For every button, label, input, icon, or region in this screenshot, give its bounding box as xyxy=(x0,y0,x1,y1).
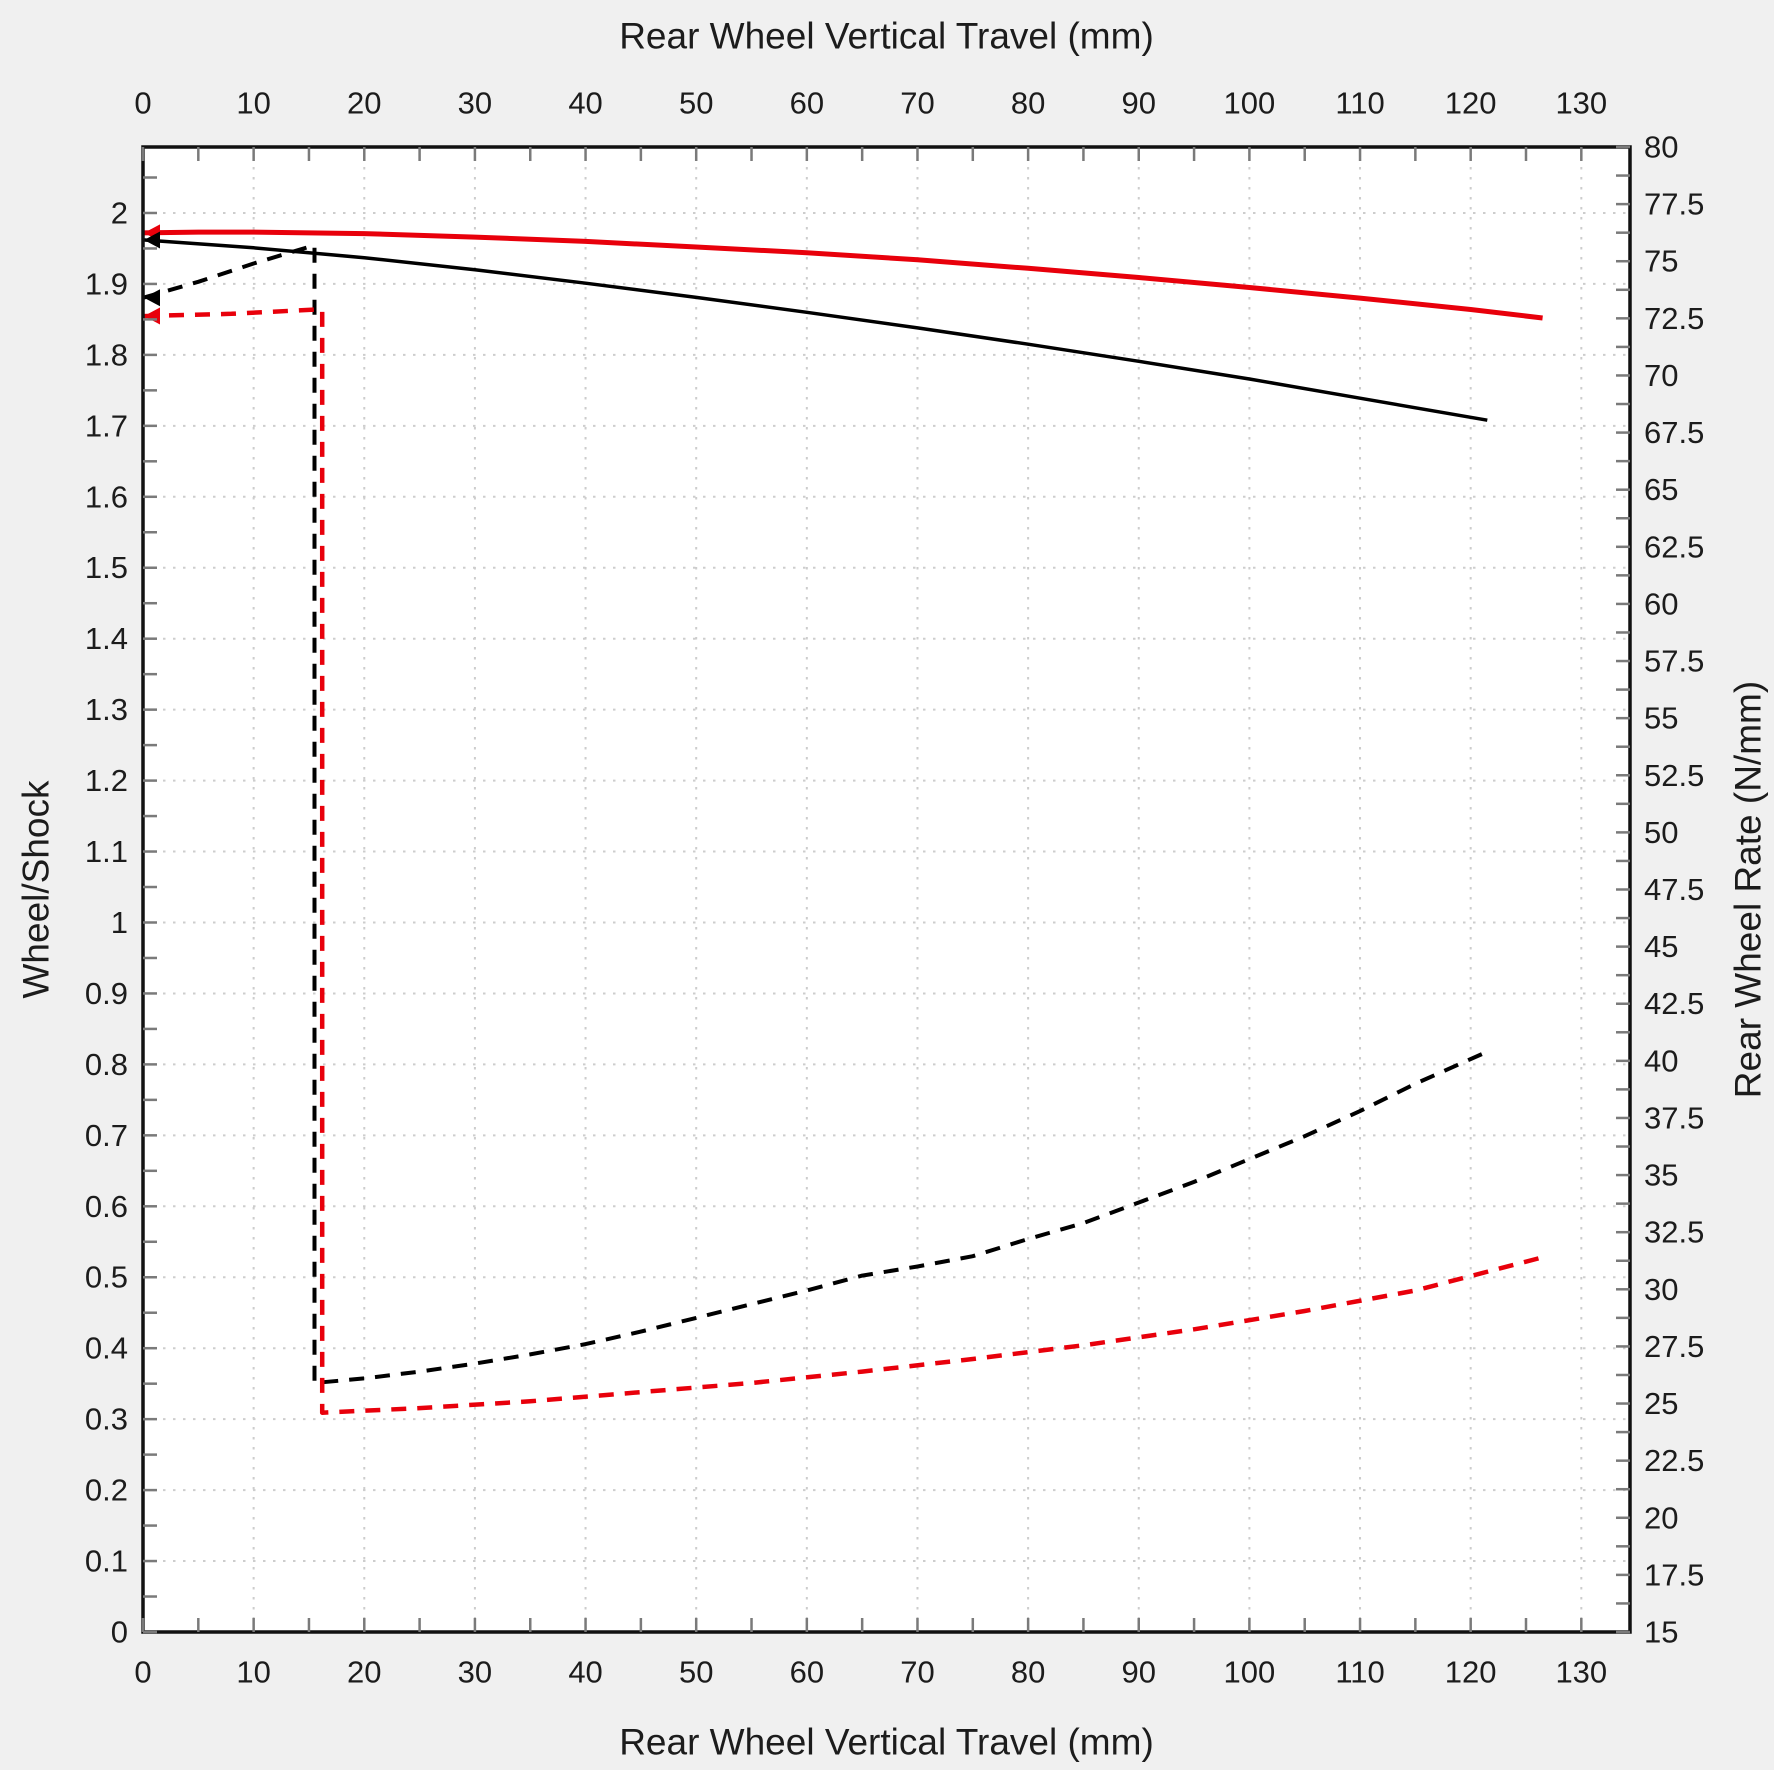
left-tick-label: 0 xyxy=(111,1615,128,1650)
x-tick-label-bottom: 40 xyxy=(568,1655,602,1690)
data-series xyxy=(142,224,1544,1415)
top-axis-title: Rear Wheel Vertical Travel (mm) xyxy=(619,16,1154,57)
x-tick-label-bottom: 120 xyxy=(1445,1655,1497,1690)
left-tick-label: 1.9 xyxy=(85,266,128,301)
right-tick-label: 80 xyxy=(1644,130,1678,165)
x-tick-label-bottom: 70 xyxy=(900,1655,934,1690)
x-tick-label-top: 60 xyxy=(790,86,824,121)
left-tick-label: 0.1 xyxy=(85,1544,128,1579)
right-tick-label: 47.5 xyxy=(1644,872,1704,907)
x-tick-label-top: 50 xyxy=(679,86,713,121)
axis-ticks xyxy=(141,145,1630,1634)
x-tick-label-top: 10 xyxy=(236,86,270,121)
x-tick-label-top: 90 xyxy=(1122,86,1156,121)
plot-area xyxy=(143,147,1630,1632)
left-tick-label: 0.5 xyxy=(85,1260,128,1295)
right-tick-label: 25 xyxy=(1644,1386,1678,1421)
left-tick-label: 1.7 xyxy=(85,408,128,443)
x-tick-label-top: 20 xyxy=(347,86,381,121)
right-tick-label: 17.5 xyxy=(1644,1557,1704,1592)
left-tick-label: 0.4 xyxy=(85,1331,128,1366)
x-tick-label-bottom: 10 xyxy=(236,1655,270,1690)
left-tick-label: 0.7 xyxy=(85,1118,128,1153)
right-tick-label: 60 xyxy=(1644,586,1678,621)
right-tick-label: 62.5 xyxy=(1644,529,1704,564)
right-tick-label: 15 xyxy=(1644,1615,1678,1650)
red-dashed-line xyxy=(142,306,1544,1415)
red-solid-line xyxy=(142,229,1543,321)
x-tick-label-top: 100 xyxy=(1224,86,1276,121)
right-tick-label: 55 xyxy=(1644,701,1678,736)
left-tick-label: 0.2 xyxy=(85,1473,128,1508)
right-tick-label: 70 xyxy=(1644,358,1678,393)
right-tick-label: 30 xyxy=(1644,1272,1678,1307)
bottom-axis-title: Rear Wheel Vertical Travel (mm) xyxy=(619,1722,1154,1763)
x-tick-label-bottom: 60 xyxy=(790,1655,824,1690)
x-tick-label-bottom: 30 xyxy=(458,1655,492,1690)
left-tick-label: 1.1 xyxy=(85,834,128,869)
left-tick-label: 0.3 xyxy=(85,1402,128,1437)
plot-background xyxy=(143,147,1630,1632)
x-tick-label-bottom: 0 xyxy=(134,1655,151,1690)
right-tick-label: 72.5 xyxy=(1644,301,1704,336)
right-tick-label: 22.5 xyxy=(1644,1443,1704,1478)
x-tick-label-top: 110 xyxy=(1335,86,1384,121)
black-solid-line xyxy=(142,238,1488,422)
tick-labels: 0010102020303040405050606070708080909010… xyxy=(85,86,1704,1690)
left-tick-label: 0.6 xyxy=(85,1189,128,1224)
left-tick-label: 1.4 xyxy=(85,621,128,656)
x-tick-label-bottom: 90 xyxy=(1122,1655,1156,1690)
right-tick-label: 65 xyxy=(1644,472,1678,507)
right-tick-label: 27.5 xyxy=(1644,1329,1704,1364)
right-tick-label: 37.5 xyxy=(1644,1100,1704,1135)
black-dashed-line xyxy=(142,243,1489,1385)
left-tick-label: 1.5 xyxy=(85,550,128,585)
right-tick-label: 45 xyxy=(1644,929,1678,964)
left-tick-label: 0.8 xyxy=(85,1047,128,1082)
x-tick-label-bottom: 100 xyxy=(1224,1655,1276,1690)
right-tick-label: 75 xyxy=(1644,244,1678,279)
x-tick-label-top: 30 xyxy=(458,86,492,121)
right-tick-label: 52.5 xyxy=(1644,758,1704,793)
right-tick-label: 42.5 xyxy=(1644,986,1704,1021)
x-tick-label-top: 0 xyxy=(134,86,151,121)
right-tick-label: 67.5 xyxy=(1644,415,1704,450)
right-tick-label: 35 xyxy=(1644,1158,1678,1193)
left-tick-label: 1.3 xyxy=(85,692,128,727)
black-solid-line-start-marker xyxy=(144,231,160,249)
right-tick-label: 20 xyxy=(1644,1500,1678,1535)
left-tick-label: 1.8 xyxy=(85,337,128,372)
x-tick-label-top: 130 xyxy=(1555,86,1607,121)
right-tick-label: 50 xyxy=(1644,815,1678,850)
x-tick-label-bottom: 50 xyxy=(679,1655,713,1690)
right-tick-label: 32.5 xyxy=(1644,1215,1704,1250)
x-tick-label-top: 70 xyxy=(900,86,934,121)
x-tick-label-bottom: 20 xyxy=(347,1655,381,1690)
left-tick-label: 1.2 xyxy=(85,763,128,798)
x-tick-label-bottom: 80 xyxy=(1011,1655,1045,1690)
left-axis-title: Wheel/Shock xyxy=(16,780,57,998)
x-tick-label-top: 120 xyxy=(1445,86,1497,121)
x-tick-label-top: 40 xyxy=(568,86,602,121)
x-tick-label-top: 80 xyxy=(1011,86,1045,121)
right-tick-label: 40 xyxy=(1644,1043,1678,1078)
right-tick-label: 57.5 xyxy=(1644,644,1704,679)
right-tick-label: 77.5 xyxy=(1644,187,1704,222)
left-tick-label: 1 xyxy=(111,905,128,940)
left-tick-label: 2 xyxy=(111,195,128,230)
left-tick-label: 1.6 xyxy=(85,479,128,514)
black-dashed-line-start-marker xyxy=(144,289,160,307)
right-axis-title: Rear Wheel Rate (N/mm) xyxy=(1728,681,1769,1098)
left-tick-label: 0.9 xyxy=(85,976,128,1011)
x-tick-label-bottom: 110 xyxy=(1335,1655,1384,1690)
x-tick-label-bottom: 130 xyxy=(1555,1655,1607,1690)
